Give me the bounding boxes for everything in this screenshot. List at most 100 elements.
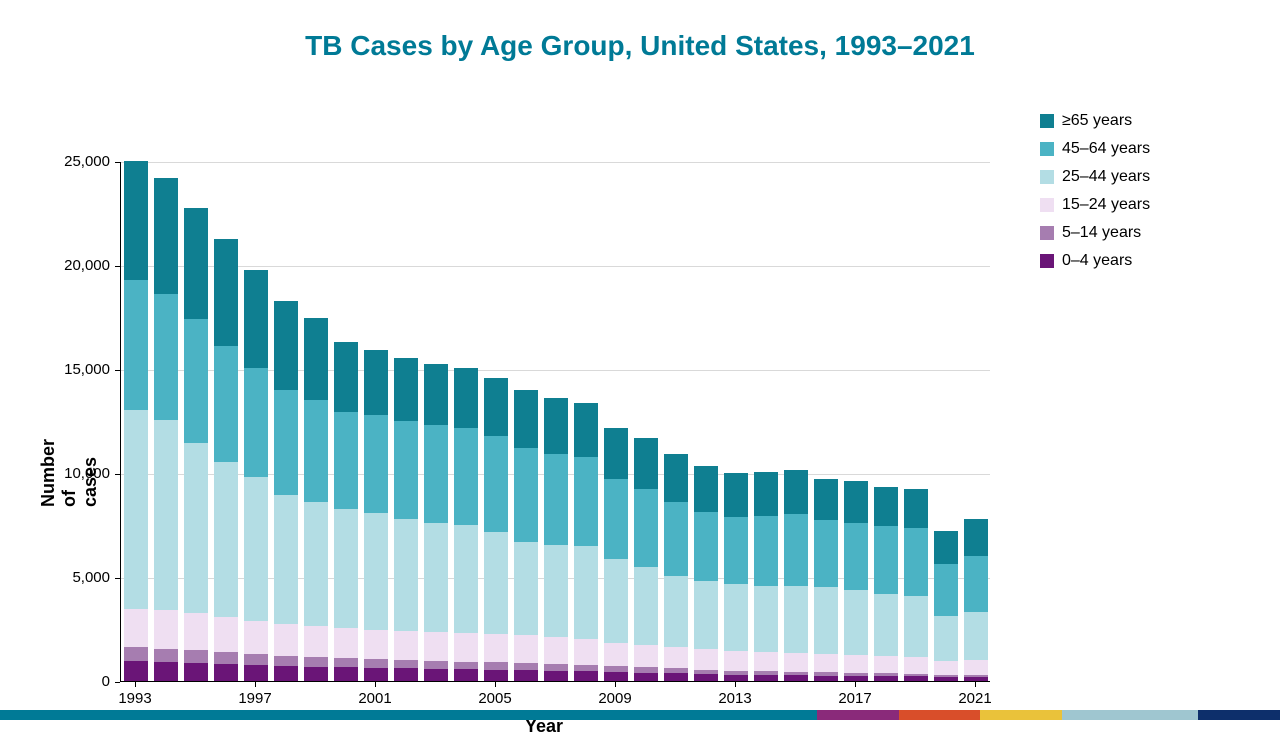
bar-segment-age_0_4: [694, 674, 717, 681]
legend-item-age_45_64: 45–64 years: [1040, 140, 1150, 158]
bar-segment-age_5_14: [214, 652, 237, 664]
x-tick-label: 1993: [105, 690, 165, 707]
bar-segment-age_25_44: [244, 477, 267, 621]
bar-segment-age_25_44: [814, 587, 837, 654]
bar-segment-age_0_4: [664, 673, 687, 681]
bar-segment-age_0_4: [514, 670, 537, 681]
y-tick-label: 20,000: [50, 257, 110, 274]
footer-segment: [1198, 710, 1280, 720]
bar-segment-age_25_44: [574, 546, 597, 639]
bar-segment-age_5_14: [244, 654, 267, 665]
bar-segment-age_45_64: [814, 520, 837, 588]
x-tick-label: 1997: [225, 690, 285, 707]
bar-segment-age_15_24: [634, 645, 657, 668]
x-tick-label: 2021: [945, 690, 1005, 707]
bar-segment-age_65_plus: [334, 342, 357, 412]
y-tick-label: 25,000: [50, 153, 110, 170]
bar-segment-age_0_4: [874, 676, 897, 681]
bar-segment-age_15_24: [904, 657, 927, 674]
bar-column: [784, 470, 807, 681]
legend-item-age_5_14: 5–14 years: [1040, 224, 1150, 242]
bar-segment-age_45_64: [484, 436, 507, 533]
bar-segment-age_25_44: [514, 542, 537, 636]
bar-segment-age_65_plus: [874, 487, 897, 527]
bar-segment-age_45_64: [514, 448, 537, 542]
chart-title: TB Cases by Age Group, United States, 19…: [0, 0, 1280, 62]
bar-column: [184, 208, 207, 681]
footer-segment: [1062, 710, 1198, 720]
bar-segment-age_65_plus: [124, 161, 147, 280]
bar-segment-age_0_4: [424, 669, 447, 681]
legend-swatch: [1040, 198, 1054, 212]
bar-segment-age_45_64: [184, 319, 207, 444]
bar-segment-age_0_4: [814, 676, 837, 681]
bar-segment-age_15_24: [274, 624, 297, 656]
bar-segment-age_15_24: [424, 632, 447, 661]
bar-segment-age_45_64: [124, 280, 147, 410]
bar-segment-age_65_plus: [844, 481, 867, 523]
bar-segment-age_15_24: [184, 613, 207, 650]
bar-segment-age_0_4: [754, 675, 777, 681]
bar-column: [124, 161, 147, 681]
y-axis-label: Number of cases: [38, 439, 101, 507]
bar-segment-age_65_plus: [484, 378, 507, 436]
bar-segment-age_45_64: [844, 523, 867, 591]
bar-column: [334, 342, 357, 681]
x-tick-label: 2001: [345, 690, 405, 707]
bar-segment-age_15_24: [694, 649, 717, 670]
bar-segment-age_0_4: [154, 662, 177, 681]
bar-segment-age_65_plus: [904, 489, 927, 529]
legend-swatch: [1040, 254, 1054, 268]
bar-segment-age_65_plus: [244, 270, 267, 368]
bar-segment-age_45_64: [604, 479, 627, 559]
bar-segment-age_5_14: [154, 649, 177, 663]
bar-segment-age_25_44: [184, 443, 207, 613]
bar-segment-age_5_14: [484, 662, 507, 669]
bar-segment-age_25_44: [904, 596, 927, 657]
bar-segment-age_0_4: [934, 677, 957, 681]
bar-segment-age_15_24: [364, 630, 387, 659]
bar-segment-age_15_24: [814, 654, 837, 672]
bar-segment-age_5_14: [364, 659, 387, 668]
bar-segment-age_45_64: [694, 512, 717, 582]
bar-segment-age_5_14: [184, 650, 207, 663]
footer-segment: [817, 710, 899, 720]
bar-segment-age_45_64: [904, 528, 927, 596]
bar-segment-age_25_44: [544, 545, 567, 637]
bar-segment-age_25_44: [364, 513, 387, 631]
bar-segment-age_25_44: [154, 420, 177, 610]
y-tick-label: 5,000: [50, 569, 110, 586]
bar-segment-age_65_plus: [394, 358, 417, 420]
x-tick-mark: [615, 682, 616, 687]
bar-segment-age_65_plus: [304, 318, 327, 400]
y-tick-mark: [115, 266, 120, 267]
footer-segment: [0, 710, 817, 720]
bar-segment-age_45_64: [364, 415, 387, 513]
bar-segment-age_0_4: [304, 667, 327, 681]
bar-column: [244, 270, 267, 681]
bar-segment-age_65_plus: [574, 403, 597, 457]
y-tick-mark: [115, 578, 120, 579]
bar-column: [664, 454, 687, 681]
bar-segment-age_0_4: [604, 672, 627, 681]
bar-column: [814, 479, 837, 681]
bar-segment-age_25_44: [634, 567, 657, 645]
y-tick-label: 0: [50, 673, 110, 690]
bar-segment-age_25_44: [274, 495, 297, 624]
bar-segment-age_0_4: [244, 665, 267, 681]
bar-segment-age_25_44: [214, 462, 237, 617]
bar-column: [424, 364, 447, 681]
legend-item-age_0_4: 0–4 years: [1040, 252, 1150, 270]
bar-segment-age_25_44: [334, 509, 357, 628]
bar-segment-age_45_64: [724, 517, 747, 585]
plot-area: [120, 162, 990, 682]
bar-segment-age_0_4: [574, 671, 597, 681]
bar-segment-age_65_plus: [784, 470, 807, 514]
bar-segment-age_45_64: [934, 564, 957, 616]
bar-segment-age_45_64: [544, 454, 567, 546]
bar-segment-age_45_64: [664, 502, 687, 576]
legend-swatch: [1040, 226, 1054, 240]
bar-segment-age_5_14: [514, 663, 537, 670]
bar-segment-age_25_44: [394, 519, 417, 631]
bar-segment-age_45_64: [454, 428, 477, 526]
